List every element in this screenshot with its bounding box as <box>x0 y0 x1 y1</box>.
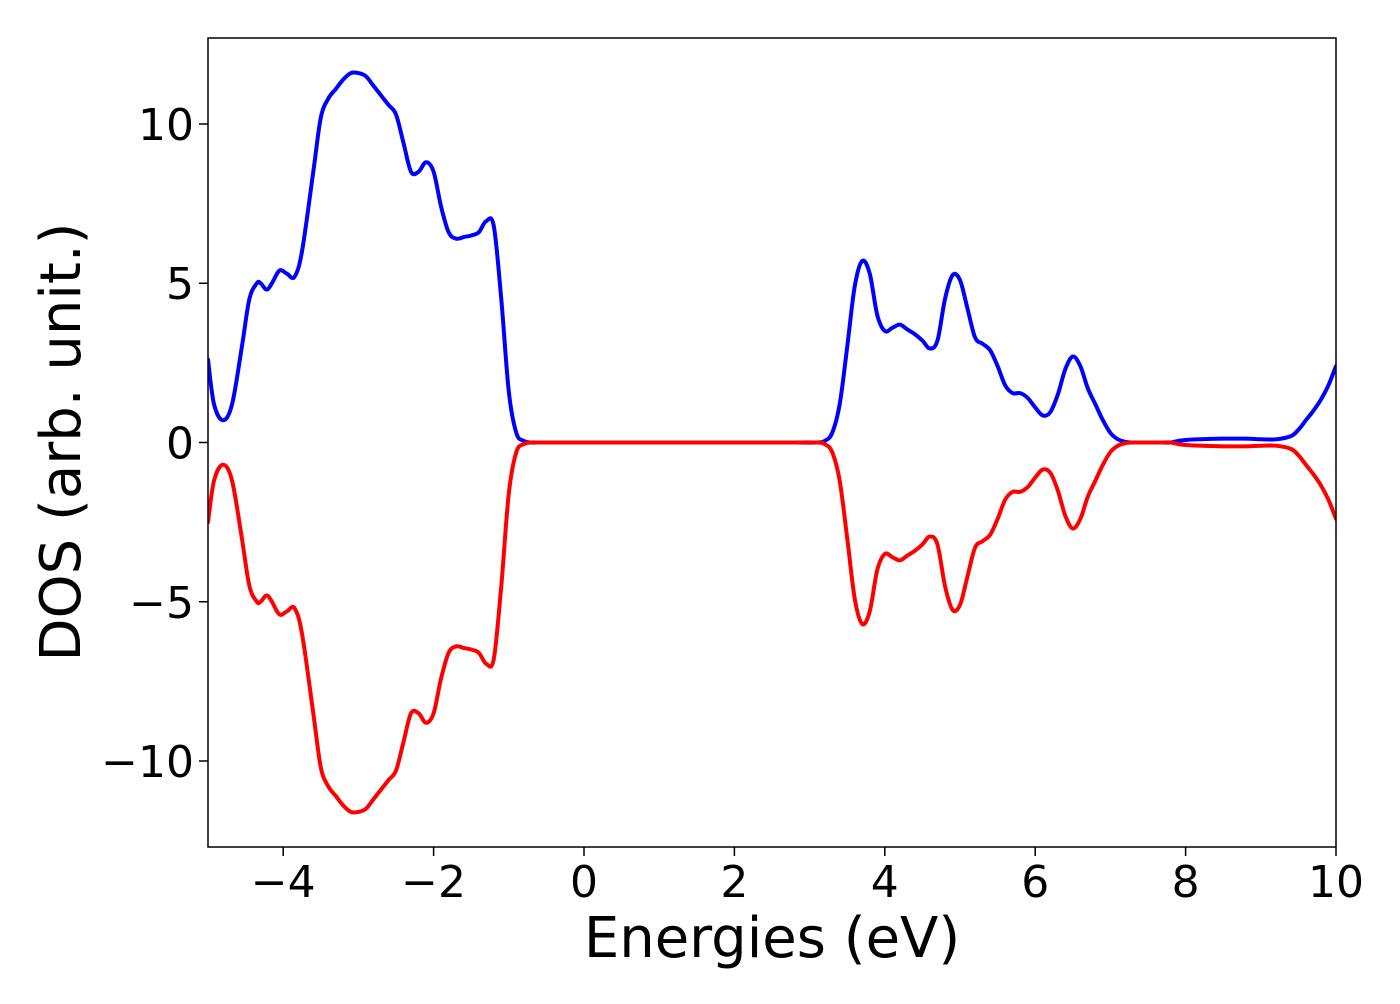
x-tick-label: 8 <box>1172 857 1200 908</box>
y-axis-label: DOS (arb. unit.) <box>29 222 94 661</box>
series-layer <box>208 70 1336 815</box>
x-tick-label: 4 <box>871 857 899 908</box>
x-tick-label: −4 <box>251 857 316 908</box>
x-tick-label: −2 <box>401 857 466 908</box>
x-axis-label: Energies (eV) <box>584 906 960 971</box>
x-tick-label: 10 <box>1308 857 1364 908</box>
x-axis-ticks: −4 −2 0 2 4 6 8 10 <box>251 847 1364 908</box>
x-tick-label: 2 <box>720 857 748 908</box>
y-tick-label: −5 <box>129 578 194 629</box>
x-tick-label: 6 <box>1021 857 1049 908</box>
y-axis-ticks: −10 −5 0 5 10 <box>101 100 208 788</box>
series-line-1 <box>208 440 1336 815</box>
y-tick-label: 0 <box>166 419 194 470</box>
y-tick-label: 10 <box>138 100 194 151</box>
y-tick-label: −10 <box>101 737 194 788</box>
x-tick-label: 0 <box>570 857 598 908</box>
y-tick-label: 5 <box>166 259 194 310</box>
